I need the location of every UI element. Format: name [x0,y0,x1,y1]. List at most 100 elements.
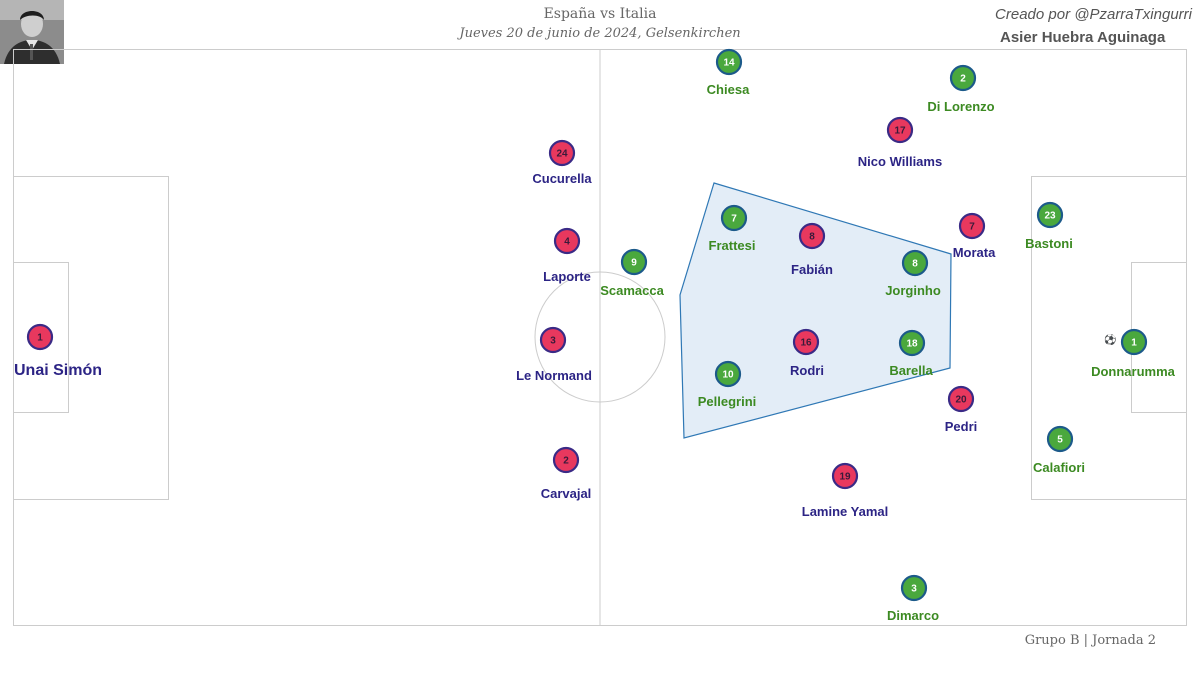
player-number: 17 [894,126,906,137]
player-number: 8 [809,232,815,243]
player-number: 8 [912,259,918,270]
player-spain-20: 20 Pedri [945,385,978,434]
player-number: 20 [955,395,967,406]
italy-midfield-block [679,182,952,439]
player-marker [1120,328,1148,356]
player-number: 4 [564,237,570,248]
player-italy-5: 5 Calafiori [1033,425,1085,475]
player-name: Laporte [543,269,591,284]
soccer-ball-icon: ⚽ [1104,335,1117,346]
player-marker [831,462,859,490]
player-italy-10: 10 Pellegrini [698,360,757,409]
player-marker [947,385,975,413]
player-spain-3: 3 Le Normand [516,326,592,383]
player-name: Calafiori [1033,460,1085,475]
player-name: Pellegrini [698,394,757,409]
player-number: 2 [960,74,966,85]
player-marker [552,446,580,474]
player-number: 1 [1131,338,1137,349]
player-number: 2 [563,456,569,467]
match-date: Jueves 20 de junio de 2024, Gelsenkirche… [459,26,741,41]
player-italy-8: 8 Jorginho [885,249,941,298]
player-spain-19: 19 Lamine Yamal [802,462,888,519]
player-name: Di Lorenzo [927,99,994,114]
player-marker [26,323,54,351]
pitch-lines [13,49,1187,626]
player-number: 9 [631,258,637,269]
player-number: 3 [550,336,556,347]
player-name: Rodri [790,363,824,378]
player-spain-24: 24 Cucurella [532,139,592,186]
player-italy-9: 9 Scamacca [600,248,665,298]
player-name: Unai Simón [14,362,102,379]
player-spain-16: 16 Rodri [790,328,824,378]
player-name: Nico Williams [858,154,942,169]
player-marker [553,227,581,255]
player-number: 1 [37,333,43,344]
match-title: España vs Italia [543,6,657,22]
player-name: Morata [953,245,996,260]
player-marker [1036,201,1064,229]
left-goal-area [13,262,69,413]
player-marker [886,116,914,144]
player-marker [539,326,567,354]
player-marker [715,48,743,76]
player-spain-7: 7 Morata [953,212,996,260]
player-name: Fabián [791,262,833,277]
player-name: Pedri [945,419,978,434]
player-name: Cucurella [532,171,592,186]
player-number: 24 [556,149,568,160]
player-marker [620,248,648,276]
center-circle [534,271,666,403]
player-spain-17: 17 Nico Williams [858,116,942,169]
author-avatar [0,0,64,64]
player-spain-2: 2 Carvajal [541,446,592,501]
player-name: Dimarco [887,608,939,623]
player-italy-2: 2 Di Lorenzo [927,64,995,114]
player-number: 18 [906,339,918,350]
player-spain-8: 8 Fabián [791,222,833,277]
player-name: Carvajal [541,486,592,501]
player-name: Le Normand [516,368,592,383]
player-italy-14: 14 Chiesa [707,48,750,97]
player-marker [898,329,926,357]
player-italy-3: 3 Dimarco [887,574,939,623]
player-marker [714,360,742,388]
player-marker [792,328,820,356]
player-number: 10 [722,370,734,381]
credit-text: Creado por @PzarraTxingurri [995,6,1192,23]
player-number: 16 [800,338,812,349]
player-spain-1: 1 Unai Simón [14,323,102,379]
player-italy-18: 18 Barella [889,329,933,378]
player-name: Frattesi [709,238,756,253]
player-marker [901,249,929,277]
player-marker [720,204,748,232]
player-marker [949,64,977,92]
player-name: Scamacca [600,283,664,298]
player-marker [798,222,826,250]
player-number: 19 [839,472,851,483]
player-name: Barella [889,363,933,378]
players-layer: 1 Unai Simón 24 Cucurella 4 Laporte 3 Le Norman… [14,48,1176,623]
player-marker [958,212,986,240]
player-name: Chiesa [707,82,750,97]
player-number: 7 [969,222,975,233]
player-italy-1: 1 Donnarumma [1091,328,1176,379]
author-name: Asier Huebra Aguinaga [1000,29,1166,46]
player-number: 7 [731,214,737,225]
player-name: Bastoni [1025,236,1073,251]
player-number: 23 [1044,211,1056,222]
player-italy-23: 23 Bastoni [1025,201,1073,251]
player-spain-4: 4 Laporte [543,227,591,284]
player-marker [1046,425,1074,453]
player-number: 3 [911,584,917,595]
player-italy-7: 7 Frattesi [709,204,756,253]
player-number: 5 [1057,435,1063,446]
player-name: Lamine Yamal [802,504,888,519]
player-name: Jorginho [885,283,941,298]
player-name: Donnarumma [1091,364,1176,379]
player-marker [548,139,576,167]
player-number: 14 [723,58,735,69]
player-marker [900,574,928,602]
